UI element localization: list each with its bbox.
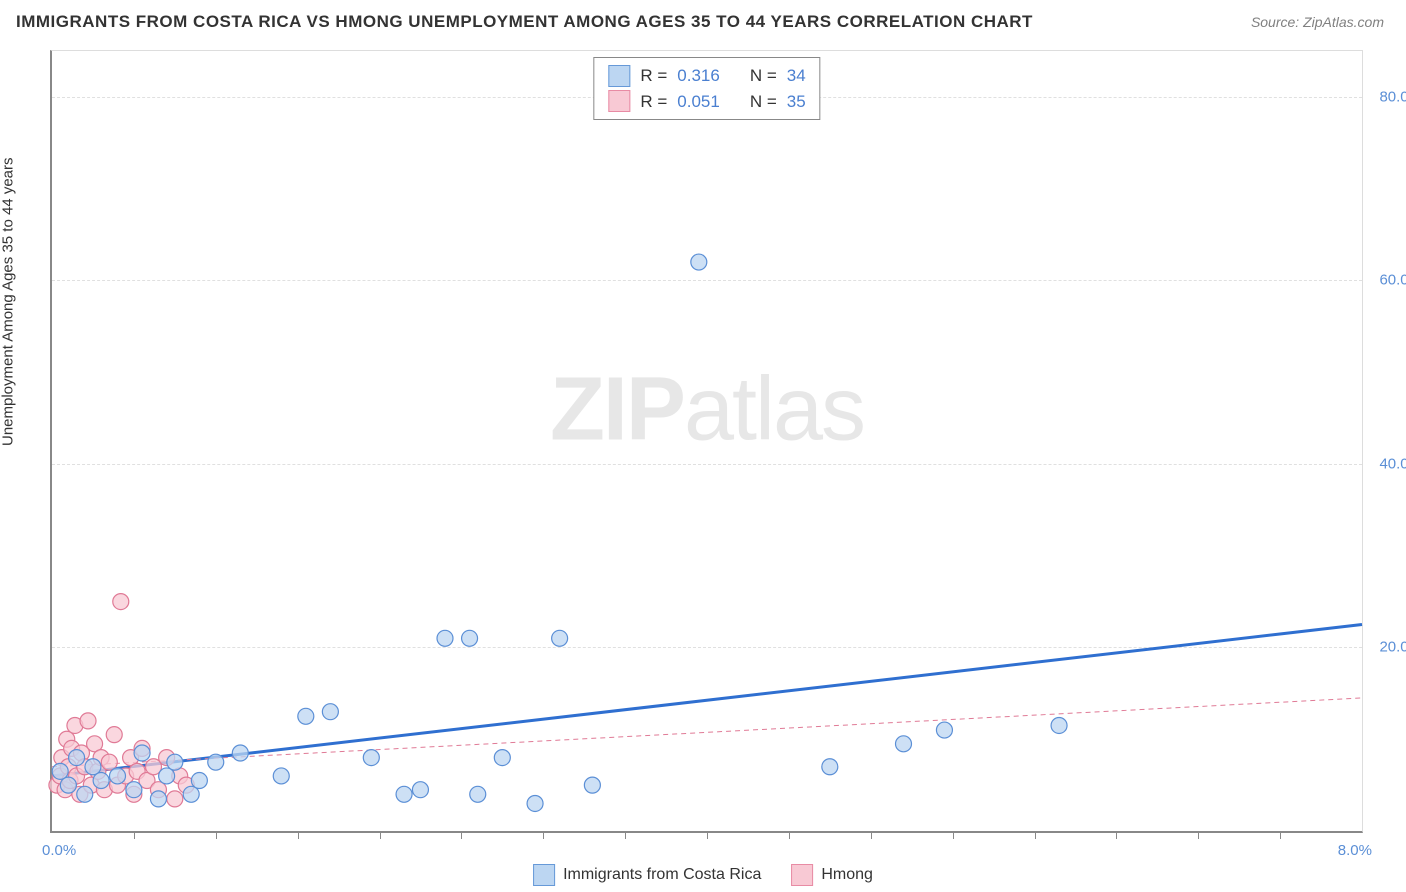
r-value: 0.051 bbox=[677, 89, 720, 115]
x-tick bbox=[871, 831, 872, 839]
x-tick bbox=[216, 831, 217, 839]
y-tick-label: 20.0% bbox=[1367, 639, 1406, 656]
y-tick-label: 40.0% bbox=[1367, 455, 1406, 472]
data-point bbox=[1051, 717, 1067, 733]
data-point bbox=[363, 750, 379, 766]
data-point bbox=[113, 594, 129, 610]
plot-svg bbox=[52, 51, 1362, 831]
x-tick bbox=[1198, 831, 1199, 839]
data-point bbox=[896, 736, 912, 752]
data-point bbox=[150, 791, 166, 807]
r-value: 0.316 bbox=[677, 63, 720, 89]
data-point bbox=[77, 786, 93, 802]
data-point bbox=[93, 773, 109, 789]
legend-label: Immigrants from Costa Rica bbox=[563, 866, 761, 884]
data-point bbox=[69, 750, 85, 766]
data-point bbox=[298, 708, 314, 724]
data-point bbox=[470, 786, 486, 802]
data-point bbox=[494, 750, 510, 766]
n-label: N = bbox=[750, 63, 777, 89]
legend-label: Hmong bbox=[821, 866, 873, 884]
data-point bbox=[80, 713, 96, 729]
data-point bbox=[584, 777, 600, 793]
data-point bbox=[273, 768, 289, 784]
x-tick bbox=[625, 831, 626, 839]
x-tick-label-max: 8.0% bbox=[1338, 842, 1372, 859]
r-label: R = bbox=[640, 63, 667, 89]
data-point bbox=[106, 727, 122, 743]
x-tick bbox=[953, 831, 954, 839]
n-label: N = bbox=[750, 89, 777, 115]
y-tick-label: 80.0% bbox=[1367, 88, 1406, 105]
legend-stats-row: R = 0.051 N = 35 bbox=[608, 89, 805, 115]
data-point bbox=[134, 745, 150, 761]
legend-stats-row: R = 0.316 N = 34 bbox=[608, 63, 805, 89]
legend-swatch bbox=[791, 864, 813, 886]
data-point bbox=[552, 630, 568, 646]
x-tick bbox=[298, 831, 299, 839]
y-axis-label: Unemployment Among Ages 35 to 44 years bbox=[0, 157, 17, 446]
legend-item: Immigrants from Costa Rica bbox=[533, 864, 761, 886]
x-tick-label-min: 0.0% bbox=[42, 842, 76, 859]
legend-stats-box: R = 0.316 N = 34 R = 0.051 N = 35 bbox=[593, 57, 820, 120]
data-point bbox=[412, 782, 428, 798]
data-point bbox=[110, 768, 126, 784]
r-label: R = bbox=[640, 89, 667, 115]
data-point bbox=[822, 759, 838, 775]
x-tick bbox=[134, 831, 135, 839]
source-attribution: Source: ZipAtlas.com bbox=[1251, 14, 1384, 30]
data-point bbox=[167, 791, 183, 807]
data-point bbox=[437, 630, 453, 646]
chart-title: IMMIGRANTS FROM COSTA RICA VS HMONG UNEM… bbox=[16, 12, 1033, 32]
x-tick bbox=[1116, 831, 1117, 839]
data-point bbox=[126, 782, 142, 798]
n-value: 35 bbox=[787, 89, 806, 115]
data-point bbox=[322, 704, 338, 720]
legend-item: Hmong bbox=[791, 864, 873, 886]
data-point bbox=[208, 754, 224, 770]
data-point bbox=[462, 630, 478, 646]
x-tick bbox=[1035, 831, 1036, 839]
data-point bbox=[60, 777, 76, 793]
x-tick bbox=[543, 831, 544, 839]
n-value: 34 bbox=[787, 63, 806, 89]
legend-bottom: Immigrants from Costa Rica Hmong bbox=[533, 864, 873, 886]
data-point bbox=[191, 773, 207, 789]
data-point bbox=[232, 745, 248, 761]
x-tick bbox=[789, 831, 790, 839]
data-point bbox=[936, 722, 952, 738]
x-tick bbox=[461, 831, 462, 839]
data-point bbox=[167, 754, 183, 770]
x-tick bbox=[1280, 831, 1281, 839]
legend-swatch bbox=[608, 90, 630, 112]
legend-swatch bbox=[533, 864, 555, 886]
trendline bbox=[52, 698, 1362, 767]
correlation-chart: IMMIGRANTS FROM COSTA RICA VS HMONG UNEM… bbox=[0, 0, 1406, 892]
legend-swatch bbox=[608, 65, 630, 87]
data-point bbox=[527, 795, 543, 811]
data-point bbox=[396, 786, 412, 802]
plot-area: ZIPatlas 20.0%40.0%60.0%80.0% 0.0% 8.0% … bbox=[50, 50, 1363, 833]
x-tick bbox=[707, 831, 708, 839]
x-tick bbox=[380, 831, 381, 839]
data-point bbox=[691, 254, 707, 270]
y-tick-label: 60.0% bbox=[1367, 272, 1406, 289]
